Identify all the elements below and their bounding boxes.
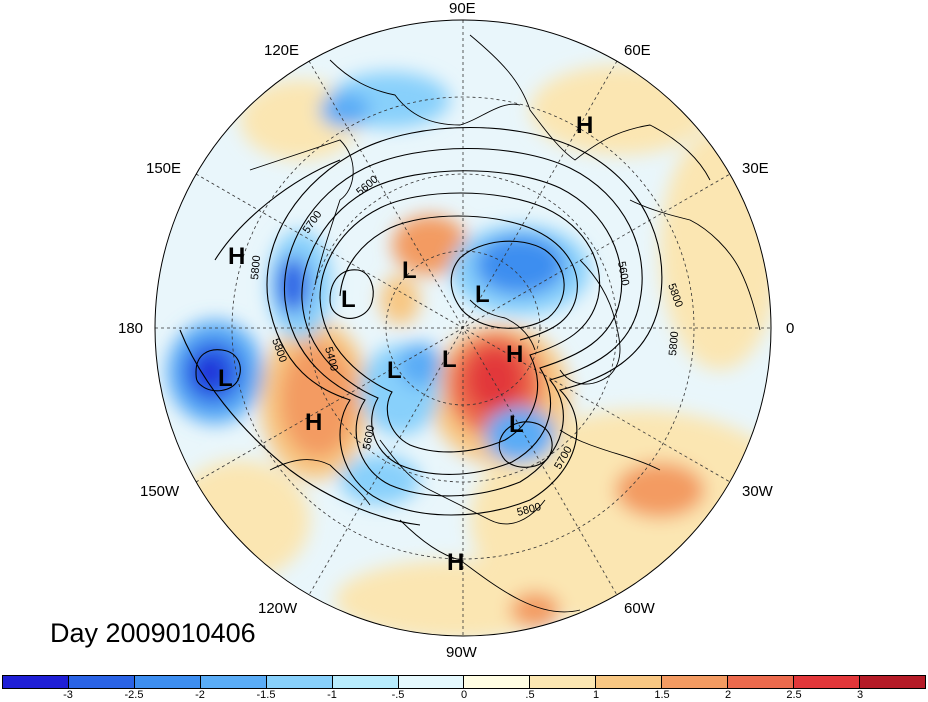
lon-label-180: 180 (118, 320, 143, 337)
low-center: L (402, 257, 417, 284)
longitude-labels: 90E 60E 30E 0 30W 60W 90W 120W 150W 180 … (118, 0, 794, 661)
high-center: H (228, 243, 245, 270)
colorbar-swatch (200, 676, 267, 688)
low-center: L (341, 286, 356, 313)
pressure-centers: H H L L L L H L L H L H (218, 112, 593, 576)
contour-label: 5600 (615, 260, 631, 286)
lon-label-120w: 120W (258, 600, 298, 617)
high-center: H (506, 341, 523, 368)
height-contours (179, 126, 663, 526)
contour-label: 5600 (361, 424, 377, 450)
high-center: H (447, 549, 464, 576)
colorbar-swatch (68, 676, 135, 688)
colorbar-swatch (332, 676, 399, 688)
colorbar-swatch (398, 676, 465, 688)
colorbar-swatch (266, 676, 333, 688)
colorbar-swatch (530, 676, 597, 688)
colorbar-swatch (596, 676, 663, 688)
colorbar-tick-label: 0 (460, 689, 468, 701)
colorbar-swatch (859, 676, 925, 688)
colorbar-tick-label: -1 (327, 689, 337, 701)
colorbar-tick-label: -3 (63, 689, 73, 701)
colorbar-swatch (464, 676, 531, 688)
colorbar-swatch (3, 676, 69, 688)
low-center: L (475, 281, 490, 308)
coastlines (249, 34, 761, 613)
colorbar (2, 675, 926, 689)
low-center: L (442, 346, 457, 373)
low-center: L (218, 365, 233, 392)
lon-label-150w: 150W (140, 483, 180, 500)
low-center: L (387, 357, 402, 384)
colorbar-tick-label: -2.5 (124, 689, 144, 701)
contour-label: 5800 (667, 331, 681, 356)
colorbar-tick-label: .5 (525, 689, 535, 701)
colorbar-swatch (662, 676, 729, 688)
colorbar-swatch (134, 676, 201, 688)
colorbar-tick-label: 1 (592, 689, 600, 701)
contour-label: 5800 (249, 255, 263, 280)
colorbar-tick-label: 1.5 (654, 689, 670, 701)
map-title: Day 2009010406 (50, 618, 256, 648)
polar-map: 5800 5700 5600 5400 5800 5600 5700 5800 … (118, 0, 794, 661)
colorbar-tick-label: 3 (856, 689, 864, 701)
lon-label-120e: 120E (264, 42, 299, 59)
colorbar-tick-label: 2.5 (786, 689, 802, 701)
lon-label-60w: 60W (624, 600, 656, 617)
lon-label-0: 0 (786, 320, 794, 337)
colorbar-tick-label: -.5 (391, 689, 405, 701)
colorbar-tick-label: -1.5 (256, 689, 276, 701)
high-center: H (576, 112, 593, 139)
lon-label-60e: 60E (624, 42, 651, 59)
anomaly-field (155, 20, 771, 636)
lon-label-30w: 30W (742, 483, 774, 500)
colorbar-tick-label: 2 (724, 689, 732, 701)
lon-label-30e: 30E (742, 160, 769, 177)
low-center: L (509, 411, 524, 438)
high-center: H (305, 409, 322, 436)
colorbar-tick-label: -2 (195, 689, 205, 701)
lon-label-150e: 150E (146, 160, 181, 177)
lon-label-90w: 90W (446, 644, 478, 661)
colorbar-swatch (794, 676, 860, 688)
colorbar-labels: -3 -2.5 -2 -1.5 -1 -.5 0 .5 1 1.5 2 2.5 3 (2, 689, 926, 702)
colorbar-swatch (728, 676, 795, 688)
map-boundary (154, 19, 772, 637)
lon-label-90e: 90E (449, 0, 476, 17)
